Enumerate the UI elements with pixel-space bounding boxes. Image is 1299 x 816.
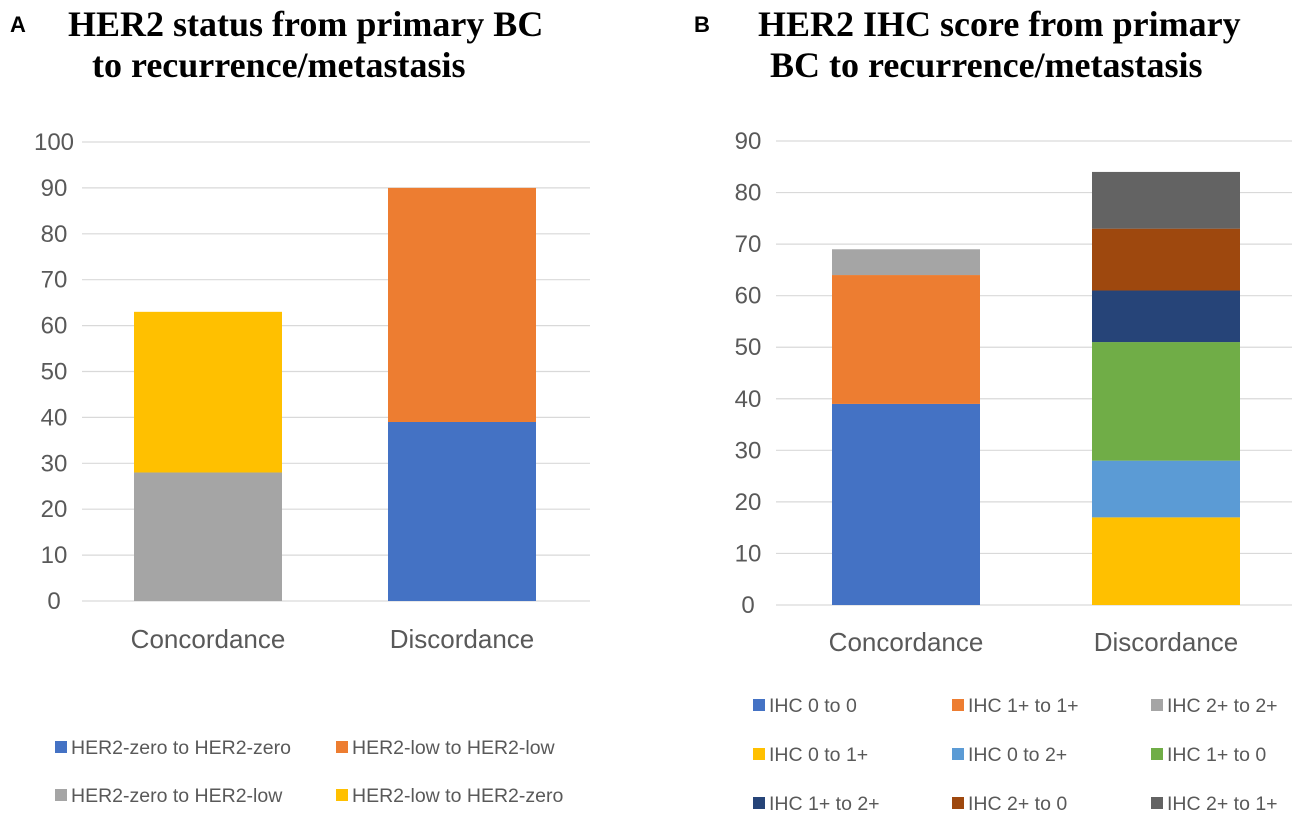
panel-a-letter: A bbox=[10, 12, 26, 37]
panel-a-y-tick-label: 30 bbox=[41, 450, 68, 477]
panel-b-legend-swatch bbox=[952, 748, 964, 760]
panel-a-legend-label: HER2-zero to HER2-zero bbox=[71, 737, 291, 759]
panel-b-bar-discordance-series-3 bbox=[1092, 517, 1240, 605]
panel-a-chart: 0 10 20 30 40 50 60 70 80 90 100 Concordance Discord… bbox=[34, 129, 590, 807]
panel-b-y-tick-label: 40 bbox=[735, 386, 762, 413]
panel-b-legend-label: IHC 2+ to 2+ bbox=[1167, 695, 1278, 717]
panel-a-y-tick-label: 40 bbox=[41, 404, 68, 431]
panel-b-y-tick-label: 20 bbox=[735, 489, 762, 516]
panel-b-legend-swatch bbox=[1151, 748, 1163, 760]
panel-a-bar-discordance-series-1 bbox=[388, 187, 536, 422]
panel-a-title-line-1: HER2 status from primary BC bbox=[68, 4, 543, 44]
panel-a-legend-label: HER2-low to HER2-low bbox=[352, 737, 556, 759]
panel-b-legend-swatch bbox=[952, 699, 964, 711]
panel-a-legend-label: HER2-zero to HER2-low bbox=[71, 785, 283, 807]
panel-b-y-tick-label: 70 bbox=[735, 231, 762, 258]
panel-a-y-tick-label: 70 bbox=[41, 267, 68, 294]
panel-b-title-line-2: BC to recurrence/metastasis bbox=[770, 45, 1203, 85]
panel-b-legend-label: IHC 0 to 2+ bbox=[968, 744, 1067, 766]
panel-a-bar-discordance-series-0 bbox=[388, 421, 536, 601]
panel-b-bar-discordance-series-6 bbox=[1092, 290, 1240, 343]
panel-a-y-tick-label: 10 bbox=[41, 542, 68, 569]
panel-b-y-tick-label: 50 bbox=[735, 334, 762, 361]
panel-a-y-tick-label: 100 bbox=[34, 129, 74, 156]
panel-b-chart: 0 10 20 30 40 50 60 70 80 90 Concordance Discordanc… bbox=[735, 128, 1292, 815]
panel-a-bar-concordance-series-2 bbox=[134, 472, 282, 601]
panel-a-bar-concordance-series-3 bbox=[134, 311, 282, 473]
panel-b-bar-concordance-series-2 bbox=[832, 249, 980, 276]
panel-b-y-tick-label: 10 bbox=[735, 540, 762, 567]
panel-b-bar-discordance-series-4 bbox=[1092, 460, 1240, 518]
panel-b-title-line-1: HER2 IHC score from primary bbox=[758, 4, 1241, 44]
panel-b-legend-label: IHC 1+ to 0 bbox=[1167, 744, 1266, 766]
panel-b-legend-label: IHC 0 to 0 bbox=[769, 695, 857, 717]
panel-a-y-tick-label: 50 bbox=[41, 359, 68, 386]
panel-b-bar-concordance-series-1 bbox=[832, 275, 980, 404]
panel-b-legend-swatch bbox=[753, 748, 765, 760]
panel-b-y-tick-label: 30 bbox=[735, 437, 762, 464]
panel-a-legend-swatch bbox=[55, 741, 67, 753]
panel-b-letter: B bbox=[694, 12, 710, 37]
panel-a-legend-swatch bbox=[336, 789, 348, 801]
panel-b-legend-swatch bbox=[753, 699, 765, 711]
panel-a-y-tick-label: 80 bbox=[41, 221, 68, 248]
panel-b-legend-label: IHC 2+ to 0 bbox=[968, 793, 1067, 815]
panel-b-legend-label: IHC 2+ to 1+ bbox=[1167, 793, 1278, 815]
panel-a-category-label: Discordance bbox=[390, 624, 535, 654]
panel-b-y-tick-label: 0 bbox=[741, 592, 754, 619]
panel-b-legend-label: IHC 0 to 1+ bbox=[769, 744, 868, 766]
panel-b-category-label: Concordance bbox=[829, 627, 984, 657]
panel-b-bar-discordance-series-8 bbox=[1092, 171, 1240, 229]
panel-b-y-tick-label: 80 bbox=[735, 180, 762, 207]
panel-a-y-tick-label: 90 bbox=[41, 175, 68, 202]
panel-a-title-line-2: to recurrence/metastasis bbox=[92, 45, 466, 85]
panel-a-y-tick-label: 60 bbox=[41, 313, 68, 340]
panel-a-legend-label: HER2-low to HER2-zero bbox=[352, 785, 563, 807]
panel-b-category-label: Discordance bbox=[1094, 627, 1239, 657]
panel-a-category-label: Concordance bbox=[131, 624, 286, 654]
panel-b-y-tick-label: 60 bbox=[735, 283, 762, 310]
panel-a-legend-swatch bbox=[55, 789, 67, 801]
panel-b-legend-swatch bbox=[753, 797, 765, 809]
panel-b-bar-discordance-series-7 bbox=[1092, 228, 1240, 291]
panel-b-bar-concordance-series-0 bbox=[832, 403, 980, 605]
panel-b-legend-swatch bbox=[952, 797, 964, 809]
panel-b-legend-label: IHC 1+ to 2+ bbox=[769, 793, 880, 815]
panel-b-y-tick-label: 90 bbox=[735, 128, 762, 155]
panel-b-bar-discordance-series-5 bbox=[1092, 342, 1240, 461]
panel-b-legend-label: IHC 1+ to 1+ bbox=[968, 695, 1079, 717]
panel-a-legend-swatch bbox=[336, 741, 348, 753]
panel-a-y-tick-label: 0 bbox=[47, 588, 60, 615]
panel-b-legend-swatch bbox=[1151, 797, 1163, 809]
panel-a-y-tick-label: 20 bbox=[41, 496, 68, 523]
panel-b-legend-swatch bbox=[1151, 699, 1163, 711]
